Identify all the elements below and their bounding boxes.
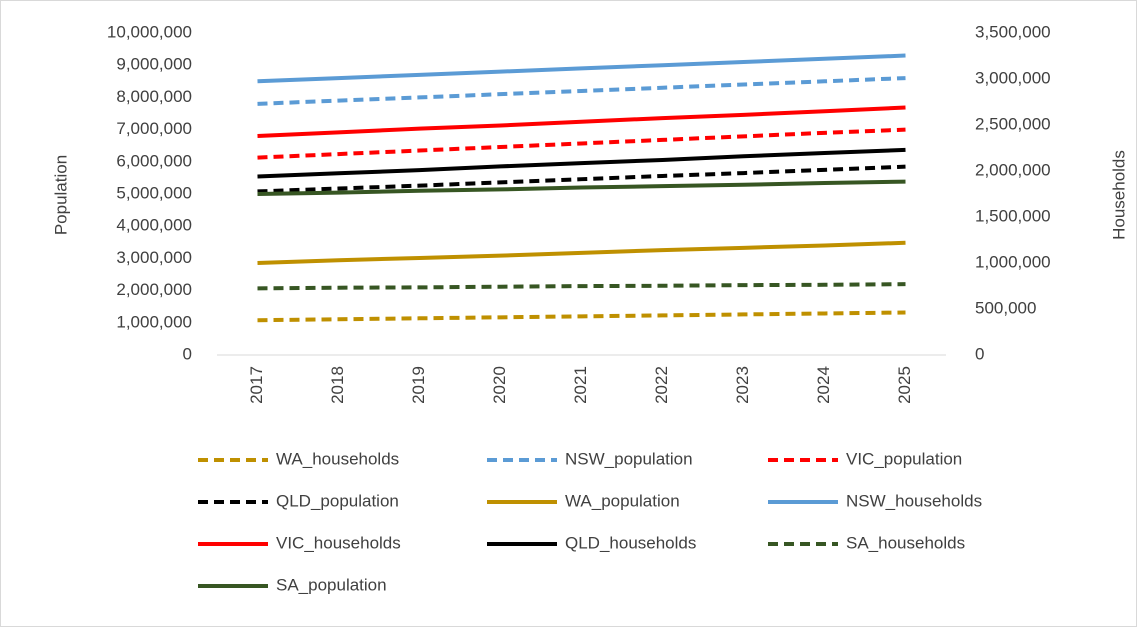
y2-tick-label: 1,500,000 [975,206,1051,225]
legend-label: SA_population [276,575,387,594]
y2-axis-title: Households [1109,150,1128,240]
y-axis-title: Population [51,155,70,235]
y-tick-label: 10,000,000 [107,22,192,41]
series-line [257,127,906,160]
y-tick-label: 6,000,000 [116,151,192,170]
legend-label: WA_population [565,491,680,510]
series-line [257,179,906,196]
series-line [257,53,906,84]
x-tick-label: 2018 [328,366,347,404]
legend-label: QLD_population [276,491,399,510]
legend-label: WA_households [276,449,399,468]
series-line [257,282,906,291]
legend-label: NSW_households [846,491,982,510]
x-tick-label: 2024 [814,366,833,404]
x-tick-label: 2023 [733,366,752,404]
x-tick-label: 2022 [652,366,671,404]
x-tick-label: 2017 [247,366,266,404]
series-line [257,105,906,139]
y-tick-label: 1,000,000 [116,312,192,331]
x-tick-label: 2020 [490,366,509,404]
y-tick-label: 5,000,000 [116,183,192,202]
legend-label: VIC_households [276,533,401,552]
y-tick-label: 2,000,000 [116,280,192,299]
y-tick-label: 9,000,000 [116,55,192,74]
series-line [257,147,906,179]
y2-tick-label: 3,000,000 [975,68,1051,87]
series-line [257,164,906,194]
y2-tick-label: 3,500,000 [975,22,1051,41]
y-tick-label: 0 [183,344,192,363]
legend-label: SA_households [846,533,965,552]
x-tick-label: 2019 [409,366,428,404]
series-line [257,310,906,323]
y2-tick-label: 2,500,000 [975,114,1051,133]
y-tick-label: 4,000,000 [116,216,192,235]
series-line [257,76,906,106]
y-tick-label: 3,000,000 [116,248,192,267]
y-tick-label: 7,000,000 [116,119,192,138]
legend-label: VIC_population [846,449,962,468]
y2-tick-label: 500,000 [975,298,1036,317]
series-line [257,240,906,265]
x-tick-label: 2025 [895,366,914,404]
legend-label: QLD_households [565,533,696,552]
y2-tick-label: 1,000,000 [975,252,1051,271]
y2-tick-label: 2,000,000 [975,160,1051,179]
y-tick-label: 8,000,000 [116,87,192,106]
legend-label: NSW_population [565,449,693,468]
y2-tick-label: 0 [975,344,984,363]
x-tick-label: 2021 [571,366,590,404]
